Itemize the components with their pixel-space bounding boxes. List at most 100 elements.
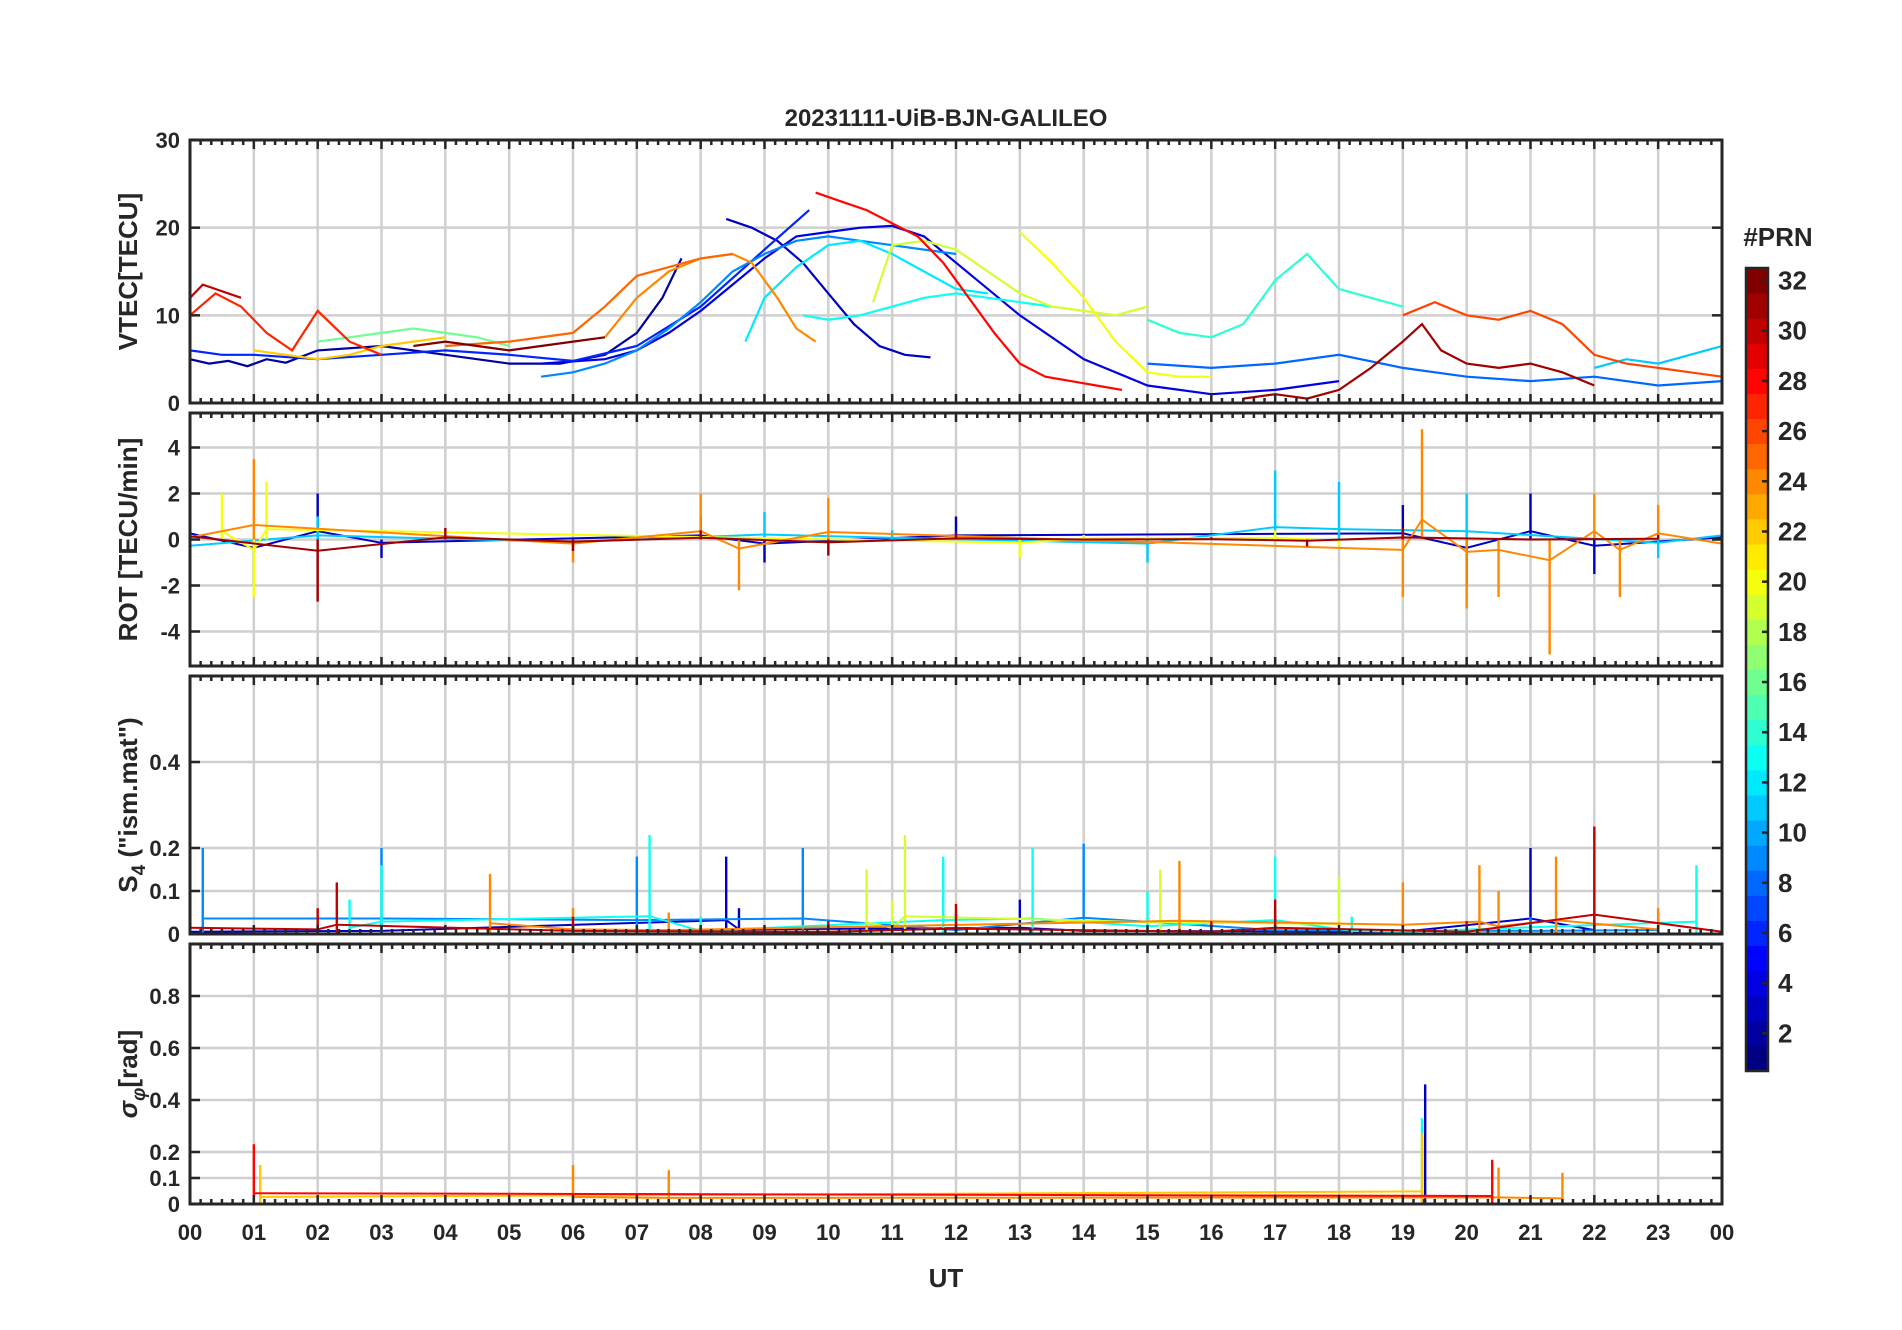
panel-rot-series — [190, 429, 1722, 655]
panel-vtec-ytick-label: 0 — [168, 391, 180, 416]
colorbar-tick-label: 8 — [1778, 868, 1792, 898]
panel-sigma-ytick-label: 0.8 — [149, 984, 180, 1009]
chart-title: 20231111-UiB-BJN-GALILEO — [785, 105, 1108, 132]
x-tick-labels: 00 01 02 03 04 05 06 07 08 09 10 11 12 13 14 15 16 17 18 19… — [178, 1220, 1734, 1245]
colorbar-tick-label: 18 — [1778, 617, 1807, 647]
colorbar-segment — [1746, 669, 1768, 696]
series-line-prn-12 — [744, 239, 989, 343]
colorbar-segment — [1746, 694, 1768, 721]
colorbar-segment — [1746, 518, 1768, 545]
colorbar-segment — [1746, 870, 1768, 896]
x-tick-label: 00 — [1710, 1220, 1734, 1245]
series-line-prn-32 — [413, 336, 606, 352]
colorbar-segment — [1746, 268, 1768, 294]
series-line-prn-13 — [802, 292, 1052, 321]
series-line-prn-6 — [190, 209, 810, 363]
panel-s4-ylabel: S4 ("ism.mat") — [113, 717, 150, 892]
series-line-prn-25 — [445, 252, 733, 348]
colorbar-segment — [1746, 1020, 1768, 1047]
x-tick-label: 20 — [1454, 1220, 1478, 1245]
colorbar-segment — [1746, 393, 1768, 420]
colorbar-label: #PRN — [1743, 222, 1812, 252]
colorbar-tick-label: 22 — [1778, 516, 1807, 546]
x-tick-label: 19 — [1391, 1220, 1415, 1245]
panel-s4-ytick-label: 0 — [168, 922, 180, 947]
colorbar-tick-label: 28 — [1778, 366, 1807, 396]
series-line-prn-4 — [541, 224, 1340, 396]
colorbar-tick-label: 20 — [1778, 567, 1807, 597]
colorbar-tick-label: 12 — [1778, 767, 1807, 797]
series-line-prn-19 — [871, 239, 1148, 317]
colorbar-segment — [1746, 769, 1768, 796]
panel-rot-ytick-label: 4 — [168, 436, 181, 461]
colorbar-segment — [1746, 343, 1768, 369]
series-line-prn-22 — [253, 336, 446, 361]
colorbar-segment — [1746, 895, 1768, 921]
x-tick-label: 10 — [816, 1220, 840, 1245]
x-axis-label: UT — [929, 1263, 964, 1293]
colorbar-frame — [1744, 266, 1770, 1073]
panel-vtec-ytick-label: 20 — [156, 216, 180, 241]
panel-s4-ytick-label: 0.1 — [149, 879, 180, 904]
series-line-prn-8 — [1147, 353, 1722, 387]
panel-s4-ytick-label: 0.4 — [149, 750, 180, 775]
x-tick-label: 00 — [178, 1220, 202, 1245]
colorbar-segment — [1746, 945, 1768, 972]
x-tick-label: 11 — [881, 1220, 904, 1245]
x-tick-label: 12 — [944, 1220, 968, 1245]
x-tick-label: 06 — [561, 1220, 585, 1245]
panel-sigma-ytick-label: 0.2 — [149, 1140, 180, 1165]
series-line-prn-24 — [572, 1196, 1563, 1200]
panel-rot-ytick-label: 2 — [168, 482, 180, 507]
panel-s4-ytick-label: 0.2 — [149, 836, 180, 861]
panel-s4: 0 0.1 0.2 0.4S4 ("ism.mat") — [113, 674, 1724, 947]
panel-sigma-ytick-label: 0 — [168, 1192, 180, 1217]
colorbar-segment — [1746, 644, 1768, 670]
x-tick-label: 17 — [1263, 1220, 1287, 1245]
panel-rot-ytick-label: -2 — [160, 574, 180, 599]
panel-sigma: 00.10.2 0.4 0.6 0.8 σφ[rad] — [113, 942, 1724, 1217]
colorbar-tick-label: 30 — [1778, 316, 1807, 346]
colorbar-segment — [1746, 594, 1768, 620]
colorbar-segment — [1746, 418, 1768, 445]
series-line-prn-9 — [540, 235, 957, 378]
colorbar-segment — [1746, 443, 1768, 470]
x-tick-label: 07 — [625, 1220, 649, 1245]
x-tick-label: 14 — [1071, 1220, 1096, 1245]
x-tick-label: 04 — [433, 1220, 458, 1245]
colorbar-tick-label: 32 — [1778, 266, 1807, 296]
panel-sigma-ytick-label: 0.1 — [149, 1166, 180, 1191]
panel-vtec-series — [190, 191, 1722, 400]
panel-sigma-ytick-label: 0.4 — [149, 1088, 180, 1113]
colorbar-tick-label: 26 — [1778, 416, 1807, 446]
colorbar-segment — [1746, 318, 1768, 344]
colorbar-segment — [1746, 619, 1768, 645]
colorbar-segment — [1746, 970, 1768, 997]
series-line-prn-30 — [190, 283, 242, 299]
panel-vtec-ytick-label: 30 — [156, 128, 180, 153]
x-tick-label: 22 — [1582, 1220, 1606, 1245]
colorbar-tick-label: 10 — [1778, 818, 1807, 848]
panel-sigma-ytick-label: 0.6 — [149, 1036, 180, 1061]
series-line-prn-31 — [190, 535, 1659, 552]
series-line-prn-20 — [1019, 231, 1212, 378]
panel-vtec-ylabel: VTEC[TECU] — [113, 193, 143, 350]
colorbar-tick-label: 24 — [1778, 466, 1807, 496]
series-line-prn-28 — [815, 191, 1123, 391]
series-line-prn-11 — [1594, 344, 1722, 369]
x-tick-label: 05 — [497, 1220, 521, 1245]
panel-rot-ylabel: ROT [TECU/min] — [113, 438, 143, 642]
colorbar-tick-label: 6 — [1778, 918, 1792, 948]
x-tick-label: 18 — [1327, 1220, 1351, 1245]
series-line-prn-3 — [725, 217, 931, 359]
x-tick-label: 02 — [305, 1220, 329, 1245]
x-tick-label: 23 — [1646, 1220, 1670, 1245]
colorbar-segment — [1746, 1045, 1768, 1072]
x-tick-label: 16 — [1199, 1220, 1223, 1245]
x-tick-label: 03 — [369, 1220, 393, 1245]
x-tick-label: 13 — [1008, 1220, 1032, 1245]
series-line-prn-16 — [317, 327, 510, 348]
series-line-prn-20 — [221, 528, 1340, 552]
